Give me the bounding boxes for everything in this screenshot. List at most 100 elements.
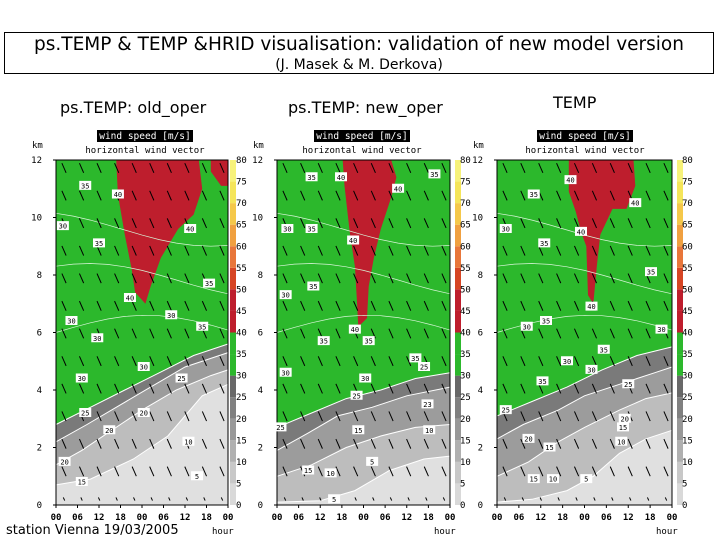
wind-barb [131,356,137,367]
wind-barb [627,162,633,174]
contour-line [276,314,451,333]
region-grey-10 [277,456,450,505]
contour-label-box [305,172,318,182]
wind-barb [300,383,306,394]
contour-label: 40 [631,200,639,208]
y-tick-label: 12 [31,156,42,166]
wind-barb [335,162,341,174]
colorbar-segment [677,440,683,462]
wind-barb [317,466,323,477]
wind-barb [441,300,447,311]
colorbar-tick-label: 65 [236,221,247,231]
panel-title-temp: TEMP [553,93,597,112]
x-axis-label: hour [212,527,234,537]
contour-label-box [392,183,405,193]
colorbar-tick-label: 60 [460,242,471,252]
wind-barb [591,328,598,339]
y-tick-label: 2 [258,444,263,454]
wind-barb [520,245,526,256]
colorbar-tick-label: 15 [682,436,693,446]
wind-barb [201,162,208,174]
wind-barb [556,245,562,256]
contour-label: 30 [140,364,148,372]
contour-label: 15 [619,424,627,432]
contour-label-box [575,226,587,236]
wind-barb [300,162,306,174]
wind-barb [406,162,412,174]
contour-line [276,386,451,451]
wind-barb [538,218,544,229]
chart-panel-2: wind speed [m/s] horizontal wind vector km… [472,130,693,537]
contour-label: 40 [186,226,194,234]
wind-barb [423,190,429,201]
contour-label: 35 [307,226,315,234]
wind-barb [335,411,341,422]
wind-barb [149,300,155,311]
colorbar-tick-label: 5 [682,479,687,489]
wind-barb [538,356,544,367]
wind-barb [372,497,375,501]
wind-barb [591,218,598,229]
colorbar-segment [230,267,236,290]
wind-barb [591,356,598,367]
panel-title-new-oper: ps.TEMP: new_oper [288,98,443,117]
x-tick-label: 18 [336,513,347,523]
wind-barb [538,466,544,477]
contour-label: 40 [349,237,357,245]
contour-label: 35 [198,323,206,331]
contour-label-box [618,413,631,423]
wind-barb [78,300,85,311]
wind-barb [627,328,633,339]
contour-label-box [79,408,92,417]
y-tick-label: 4 [258,386,263,396]
wind-barb [184,300,190,311]
contour-label: 40 [577,228,585,236]
plot-subtitle: horizontal wind vector [525,146,645,156]
wind-barb [538,383,544,394]
wind-barb [61,273,67,284]
wind-barb [556,162,562,174]
colorbar-tick-label: 50 [460,285,471,295]
contour-label-box [499,224,512,233]
contour-label: 30 [67,318,75,326]
wind-barb [80,497,83,501]
wind-barb [282,245,288,256]
colorbar-segment [455,181,461,204]
contour-label-box [585,301,598,311]
colorbar-segment [455,461,461,484]
colorbar-segment [230,375,236,398]
contour-label: 40 [566,177,574,185]
x-tick-label: 06 [380,513,391,523]
wind-barb [166,218,172,229]
wind-barb [353,411,359,422]
wind-barb [520,218,526,229]
contour-label: 35 [205,280,213,288]
wind-vectors [282,162,447,501]
x-tick-label: 06 [293,513,304,523]
chart-panel-0: wind speed [m/s] horizontal wind vector km… [31,130,247,537]
contour-label: 23 [423,401,431,409]
region-red-40b [210,160,228,186]
contour-label: 15 [545,444,553,452]
contour-label-box [564,175,577,185]
wind-barb [663,218,669,229]
wind-barb [645,466,651,477]
colorbar-segment [677,160,683,182]
colorbar-segment [677,203,683,225]
wind-barb [388,300,394,311]
contour-label: 35 [307,174,315,182]
colorbar-tick-label: 45 [460,307,471,317]
wind-barb [78,218,85,229]
wind-barb [201,466,208,477]
colorbar-segment [230,397,236,419]
contour-label-box [585,364,598,374]
contour-label-box [75,373,88,383]
wind-barb [609,466,615,477]
wind-barb [184,328,190,339]
wind-barb [114,162,120,174]
wind-barb [61,245,67,256]
wind-barb [353,466,359,477]
wind-barb [591,273,598,284]
wind-barb [370,273,376,284]
x-tick-label: 12 [180,513,191,523]
